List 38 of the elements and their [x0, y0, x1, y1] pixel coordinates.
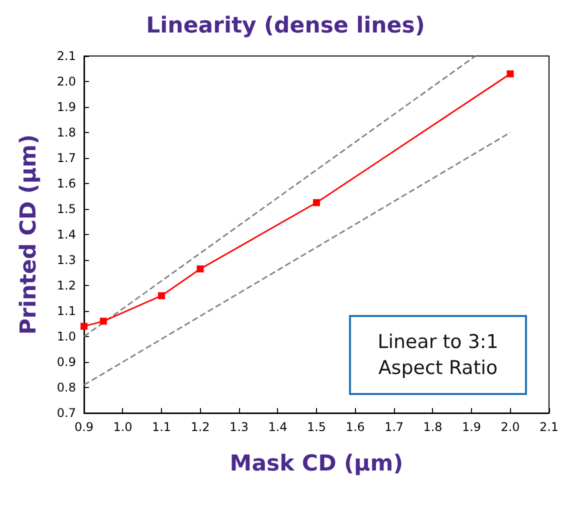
- x-tick-label: 1.2: [190, 420, 210, 434]
- y-tick-label: 1.7: [56, 151, 76, 165]
- point: [506, 70, 514, 78]
- x-tick-label: 1.9: [462, 420, 482, 434]
- x-tick-label: 1.5: [306, 420, 326, 434]
- x-tick-label: 1.3: [229, 420, 249, 434]
- y-tick-label: 1.1: [56, 304, 76, 318]
- x-axis-title: Mask CD (µm): [230, 452, 404, 476]
- point: [313, 199, 320, 206]
- y-tick-label: 0.7: [56, 406, 76, 420]
- y-tick-label: 2.0: [56, 74, 76, 88]
- x-tick-label: 1.4: [268, 420, 288, 434]
- y-tick-label: 1.6: [56, 176, 76, 190]
- y-tick-label: 1.5: [56, 202, 76, 216]
- y-axis-title: Printed CD (µm): [16, 134, 42, 335]
- annotation: Linear to 3:1 Aspect Ratio: [378, 331, 498, 379]
- y-tick-label: 1.9: [56, 100, 76, 114]
- point: [100, 318, 107, 325]
- y-tick-label: 0.8: [56, 380, 76, 394]
- y-tick-label: 0.9: [56, 355, 76, 369]
- x-tick-label: 1.0: [113, 420, 132, 434]
- y-tick-label: 1.8: [56, 126, 76, 140]
- y-tick-label: 1.4: [56, 228, 76, 242]
- y-tick-label: 1.2: [56, 278, 76, 292]
- x-tick-label: 1.8: [423, 420, 442, 434]
- x-tick-label: 1.7: [384, 420, 404, 434]
- x-tick-label: 2.1: [539, 420, 559, 434]
- point: [158, 292, 165, 300]
- y-tick-label: 2.1: [56, 49, 76, 63]
- point: [196, 265, 204, 272]
- x-tick-label: 0.9: [74, 420, 94, 434]
- point: [80, 322, 88, 330]
- x-tick-label: 1.1: [152, 420, 172, 434]
- y-tick-label: 1.0: [56, 330, 76, 344]
- x-tick-label: 1.6: [346, 420, 365, 434]
- y-tick-label: 1.3: [56, 253, 76, 267]
- x-tick-label: 2.0: [500, 420, 520, 434]
- chart-title: Linearity (dense lines): [146, 14, 425, 38]
